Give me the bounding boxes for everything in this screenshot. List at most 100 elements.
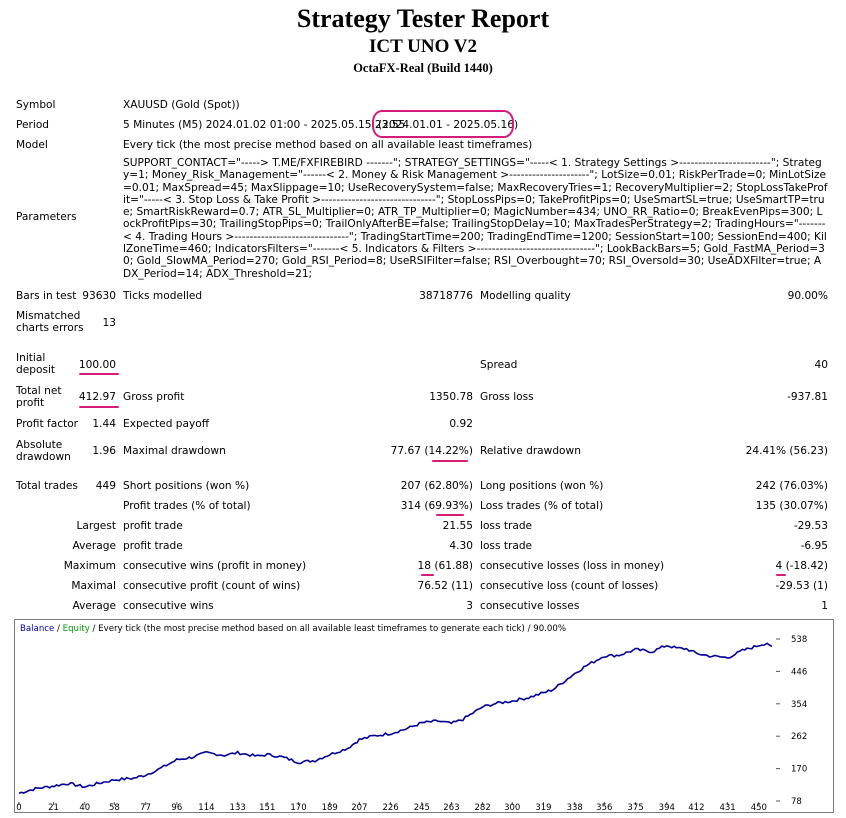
acl-label: consecutive losses xyxy=(480,600,580,612)
maximal-label: Maximal xyxy=(71,580,116,592)
acw-value: 3 xyxy=(466,600,473,612)
spread-label: Spread xyxy=(480,359,518,371)
x-tick-label: 450 xyxy=(751,803,767,813)
netprofit-value: 412.97 xyxy=(78,391,116,403)
x-tick-label: 21 xyxy=(48,803,59,813)
mismatched-label: Mismatched charts errors xyxy=(16,310,84,334)
parameters-label: Parameters xyxy=(16,211,77,223)
average-label: Average xyxy=(72,540,116,552)
mcl-label: consecutive losses (loss in money) xyxy=(480,560,665,572)
model-label: Model xyxy=(16,139,48,151)
apt-value: 4.30 xyxy=(449,540,473,552)
largest-label: Largest xyxy=(76,520,116,532)
x-tick-label: 170 xyxy=(290,803,306,813)
mcl-underline xyxy=(776,574,786,576)
pf-value: 1.44 xyxy=(92,418,116,430)
grossloss-label: Gross loss xyxy=(480,391,534,403)
deposit-label: Initial deposit xyxy=(16,352,56,376)
x-tick-label: 151 xyxy=(259,803,275,813)
pf-label: Profit factor xyxy=(16,418,79,430)
bars-label: Bars in test xyxy=(16,290,77,302)
mcw-value: 18 (61.88) xyxy=(417,560,473,572)
mclc-label: consecutive loss (count of losses) xyxy=(480,580,659,592)
acl-value: 1 xyxy=(821,600,828,612)
trades-label: Total trades xyxy=(16,480,78,492)
mcw-underline xyxy=(421,574,434,576)
x-tick-label: 412 xyxy=(688,803,704,813)
bars-value: 93630 xyxy=(82,290,116,302)
short-value: 207 (62.80%) xyxy=(400,480,473,492)
symbol-value: XAUUSD (Gold (Spot)) xyxy=(123,99,240,111)
y-tick-label: 170 xyxy=(791,765,807,775)
grossprofit-value: 1350.78 xyxy=(429,391,473,403)
ptrades-underline xyxy=(436,514,464,516)
mclc-value: -29.53 (1) xyxy=(775,580,828,592)
legend-equity: Equity xyxy=(62,624,90,634)
reldd-value: 24.41% (56.23) xyxy=(745,445,828,457)
x-tick-label: 96 xyxy=(171,803,182,813)
highlight-circle xyxy=(372,110,514,138)
y-tick-label: 78 xyxy=(791,797,802,807)
mcp-value: 76.52 (11) xyxy=(417,580,473,592)
lpt-value: 21.55 xyxy=(442,520,473,532)
balance-line xyxy=(18,642,773,795)
ptrades-value: 314 (69.93%) xyxy=(400,500,473,512)
grossloss-value: -937.81 xyxy=(787,391,828,403)
model-value: Every tick (the most precise method base… xyxy=(123,139,533,151)
x-tick-label: 245 xyxy=(414,803,430,813)
netprofit-underline xyxy=(79,406,119,408)
x-tick-label: 319 xyxy=(535,803,551,813)
ltrades-value: 135 (30.07%) xyxy=(755,500,828,512)
x-tick-label: 133 xyxy=(230,803,246,813)
quality-label: Modelling quality xyxy=(480,290,571,302)
legend-balance: Balance xyxy=(20,624,55,634)
x-tick-label: 77 xyxy=(140,803,151,813)
y-tick-label: 538 xyxy=(791,635,807,645)
absdd-value: 1.96 xyxy=(92,445,116,457)
y-tick-label: 262 xyxy=(791,732,807,742)
ticks-value: 38718776 xyxy=(419,290,473,302)
y-tick-label: 446 xyxy=(791,667,807,677)
x-tick-label: 431 xyxy=(719,803,735,813)
long-label: Long positions (won %) xyxy=(480,480,604,492)
payoff-label: Expected payoff xyxy=(123,418,210,430)
maxdd-label: Maximal drawdown xyxy=(123,445,226,457)
x-tick-label: 394 xyxy=(659,803,675,813)
ticks-label: Ticks modelled xyxy=(123,290,203,302)
deposit-underline xyxy=(79,373,119,375)
lpt-label: profit trade xyxy=(123,520,183,532)
long-value: 242 (76.03%) xyxy=(755,480,828,492)
mcp-label: consecutive profit (count of wins) xyxy=(123,580,301,592)
x-tick-label: 40 xyxy=(79,803,90,813)
x-tick-label: 207 xyxy=(351,803,367,813)
x-tick-label: 114 xyxy=(198,803,214,813)
x-tick-label: 189 xyxy=(322,803,338,813)
x-tick-label: 226 xyxy=(382,803,398,813)
reldd-label: Relative drawdown xyxy=(480,445,581,457)
maxdd-value: 77.67 (14.22%) xyxy=(390,445,473,457)
grossprofit-label: Gross profit xyxy=(123,391,185,403)
trades-value: 449 xyxy=(95,480,116,492)
legend-sep: / xyxy=(54,624,63,634)
average2-label: Average xyxy=(72,600,116,612)
alt-value: -6.95 xyxy=(800,540,828,552)
x-tick-label: 338 xyxy=(567,803,583,813)
server-name: OctaFX-Real (Build 1440) xyxy=(353,61,493,75)
ptrades-label: Profit trades (% of total) xyxy=(123,500,251,512)
period-range: (2024.01.01 - 2025.05.16) xyxy=(378,119,519,131)
x-tick-label: 58 xyxy=(109,803,120,813)
expert-name: ICT UNO V2 xyxy=(368,36,478,57)
x-tick-label: 300 xyxy=(504,803,520,813)
x-tick-label: 375 xyxy=(627,803,643,813)
maxdd-underline xyxy=(432,460,468,462)
payoff-value: 0.92 xyxy=(449,418,473,430)
x-tick-label: 282 xyxy=(475,803,491,813)
deposit-value: 100.00 xyxy=(78,359,116,371)
x-tick-label: 263 xyxy=(443,803,459,813)
legend-desc: / Every tick (the most precise method ba… xyxy=(89,624,566,634)
period-value: 5 Minutes (M5) 2024.01.02 01:00 - 2025.0… xyxy=(123,119,406,131)
apt-label: profit trade xyxy=(123,540,183,552)
chart-legend: Balance / Equity / Every tick (the most … xyxy=(20,624,566,634)
report-title: Strategy Tester Report xyxy=(296,4,550,33)
netprofit-label: Total net profit xyxy=(16,385,62,409)
